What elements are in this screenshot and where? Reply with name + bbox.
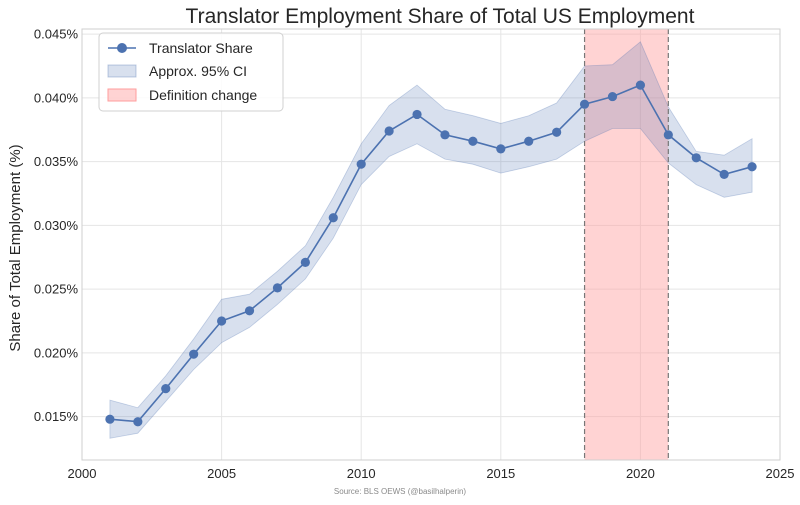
- series-line: [109, 84, 753, 423]
- y-tick-label: 0.015%: [34, 409, 79, 424]
- data-point: [691, 153, 701, 163]
- legend-ci-swatch: [107, 64, 137, 78]
- legend-box: [98, 32, 284, 112]
- confidence-band: [109, 41, 753, 439]
- legend-point-marker: [117, 43, 127, 53]
- data-point: [412, 109, 422, 120]
- data-point: [579, 99, 590, 109]
- data-point: [524, 136, 534, 146]
- data-point: [747, 162, 757, 172]
- legend-series-label: Translator Share: [149, 40, 253, 56]
- data-point: [189, 349, 199, 359]
- data-point: [161, 383, 171, 394]
- data-point: [244, 306, 255, 316]
- data-point: [272, 283, 283, 293]
- data-point: [719, 169, 729, 179]
- legend-region-label: Definition change: [149, 87, 257, 103]
- data-point: [384, 126, 394, 136]
- x-tick-label: 2015: [486, 466, 515, 481]
- data-point: [552, 127, 562, 137]
- y-tick-label: 0.040%: [34, 90, 79, 105]
- y-tick-label: 0.035%: [34, 154, 79, 169]
- y-tick-label: 0.025%: [34, 282, 79, 297]
- source-note: Source: BLS OEWS (@basilhalperin): [334, 487, 467, 496]
- data-point: [468, 136, 478, 146]
- data-point: [133, 417, 143, 427]
- y-tick-label: 0.020%: [34, 345, 79, 360]
- data-point: [607, 91, 618, 102]
- data-point: [635, 80, 646, 90]
- data-point: [440, 130, 450, 140]
- data-point: [300, 257, 310, 267]
- data-point: [496, 144, 506, 154]
- axes-frame: [81, 28, 781, 461]
- data-point: [328, 213, 338, 223]
- x-tick-label: 2025: [766, 466, 795, 481]
- data-point: [217, 316, 227, 326]
- legend-region-swatch: [107, 88, 137, 102]
- data-point: [356, 159, 366, 169]
- x-tick-label: 2000: [68, 466, 97, 481]
- data-point: [105, 414, 115, 424]
- x-tick-label: 2005: [207, 466, 236, 481]
- y-tick-label: 0.030%: [34, 218, 79, 233]
- y-tick-label: 0.045%: [34, 27, 79, 42]
- chart-title: Translator Employment Share of Total US …: [186, 5, 695, 28]
- y-axis-label: Share of Total Employment (%): [7, 144, 24, 351]
- x-tick-label: 2010: [347, 466, 376, 481]
- legend: Translator Share Approx. 95% CI Definiti…: [98, 32, 284, 112]
- legend-ci-label: Approx. 95% CI: [149, 63, 247, 79]
- x-tick-label: 2020: [626, 466, 655, 481]
- data-point: [663, 130, 673, 140]
